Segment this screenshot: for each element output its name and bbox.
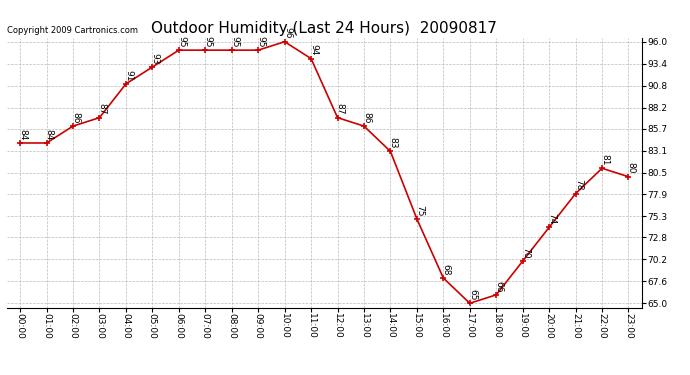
- Title: Outdoor Humidity (Last 24 Hours)  20090817: Outdoor Humidity (Last 24 Hours) 2009081…: [151, 21, 497, 36]
- Text: 80: 80: [627, 162, 635, 174]
- Text: 91: 91: [124, 70, 133, 81]
- Text: 86: 86: [71, 112, 80, 123]
- Text: 95: 95: [177, 36, 186, 47]
- Text: 93: 93: [150, 53, 159, 64]
- Text: 75: 75: [415, 205, 424, 216]
- Text: 68: 68: [442, 264, 451, 275]
- Text: 95: 95: [230, 36, 239, 47]
- Text: Copyright 2009 Cartronics.com: Copyright 2009 Cartronics.com: [7, 26, 138, 35]
- Text: 87: 87: [98, 104, 107, 115]
- Text: 81: 81: [600, 154, 609, 165]
- Text: 70: 70: [521, 247, 530, 258]
- Text: 78: 78: [574, 179, 583, 191]
- Text: 84: 84: [45, 129, 54, 140]
- Text: 94: 94: [309, 45, 318, 56]
- Text: 84: 84: [19, 129, 28, 140]
- Text: 86: 86: [362, 112, 371, 123]
- Text: 96: 96: [283, 27, 292, 39]
- Text: 95: 95: [204, 36, 213, 47]
- Text: 83: 83: [388, 137, 397, 148]
- Text: 87: 87: [336, 104, 345, 115]
- Text: 74: 74: [547, 213, 556, 225]
- Text: 66: 66: [495, 280, 504, 292]
- Text: 95: 95: [257, 36, 266, 47]
- Text: 65: 65: [468, 289, 477, 300]
